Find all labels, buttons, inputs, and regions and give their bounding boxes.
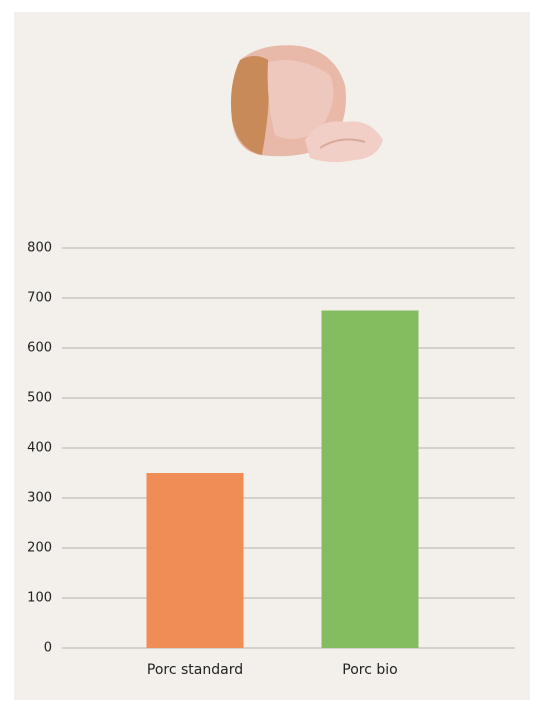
ham-illustration — [231, 45, 383, 163]
y-tick-label: 400 — [27, 441, 52, 456]
y-tick-label: 700 — [27, 291, 52, 306]
bar — [321, 310, 419, 648]
y-tick-label: 600 — [27, 341, 52, 356]
x-tick-label: Porc standard — [147, 662, 243, 678]
y-tick-label: 0 — [44, 641, 52, 656]
bar — [146, 473, 244, 648]
y-tick-label: 500 — [27, 391, 52, 406]
y-tick-label: 100 — [27, 591, 52, 606]
y-tick-label: 800 — [27, 241, 52, 256]
x-tick-label: Porc bio — [342, 662, 397, 678]
y-tick-label: 200 — [27, 541, 52, 556]
y-tick-label: 300 — [27, 491, 52, 506]
